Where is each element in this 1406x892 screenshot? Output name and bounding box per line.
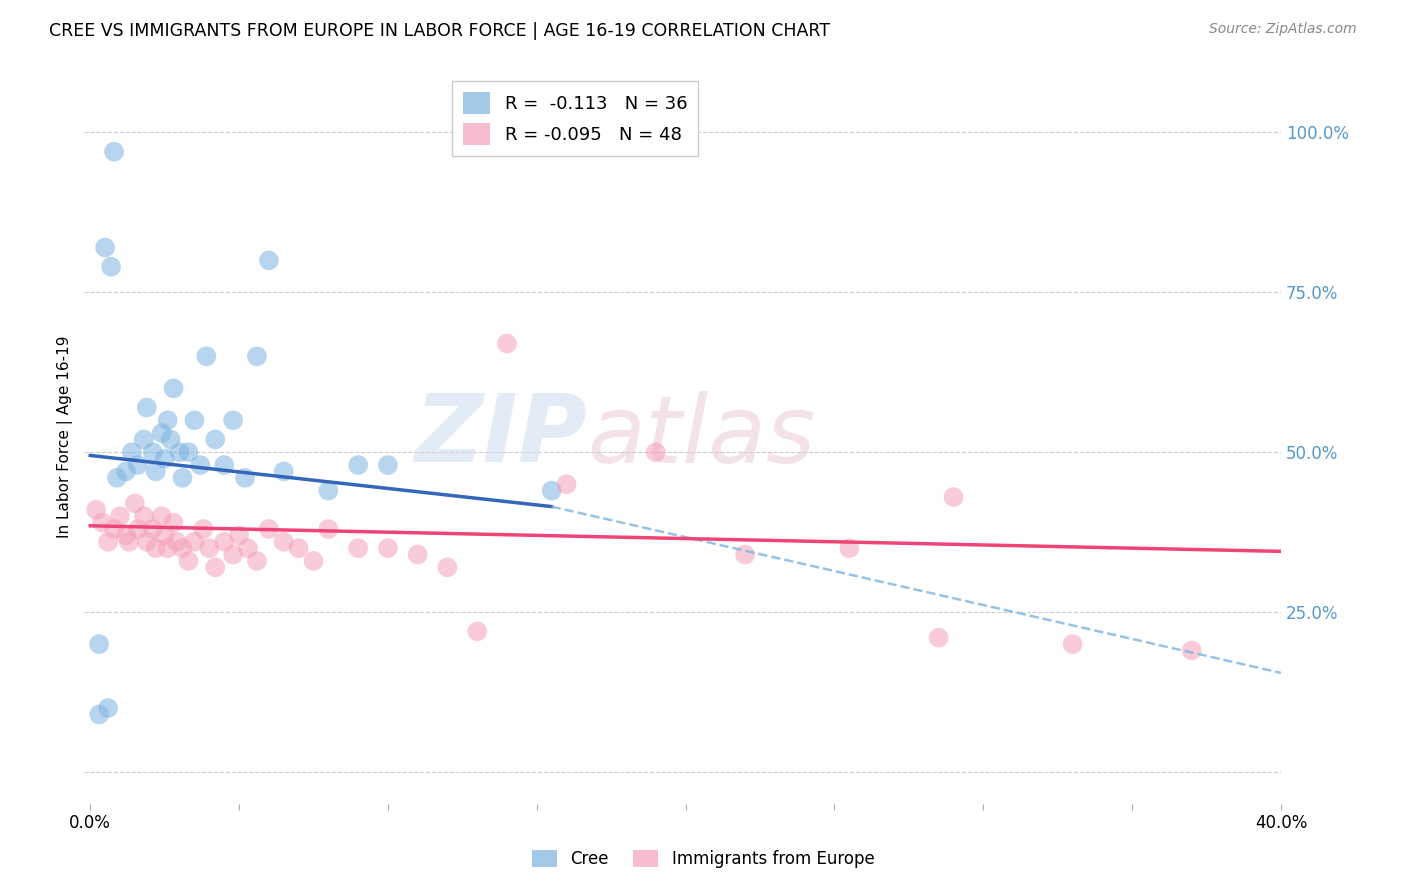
Point [198, 541, 221, 556]
Point [97, 701, 120, 715]
Point [118, 534, 141, 549]
Point [156, 413, 179, 427]
Point [135, 534, 157, 549]
Point [115, 465, 138, 479]
Point [156, 541, 179, 556]
Point [212, 458, 235, 472]
Point [142, 522, 165, 536]
Point [540, 483, 562, 498]
Point [166, 534, 188, 549]
Point [121, 445, 143, 459]
Point [644, 445, 666, 459]
Point [193, 522, 215, 536]
Y-axis label: In Labor Force | Age 16-19: In Labor Force | Age 16-19 [58, 335, 73, 538]
Point [183, 413, 205, 427]
Point [115, 528, 138, 542]
Point [150, 425, 173, 440]
Point [103, 522, 125, 536]
Point [195, 349, 218, 363]
Point [734, 548, 756, 562]
Point [838, 541, 860, 556]
Point [91, 516, 114, 530]
Point [124, 496, 146, 510]
Text: ZIP: ZIP [413, 391, 586, 483]
Point [169, 445, 191, 459]
Point [406, 548, 429, 562]
Point [142, 445, 165, 459]
Point [236, 541, 259, 556]
Point [228, 528, 250, 542]
Point [287, 541, 309, 556]
Point [127, 522, 149, 536]
Point [89, 637, 111, 651]
Point [222, 548, 245, 562]
Point [145, 465, 167, 479]
Text: CREE VS IMMIGRANTS FROM EUROPE IN LABOR FORCE | AGE 16-19 CORRELATION CHART: CREE VS IMMIGRANTS FROM EUROPE IN LABOR … [49, 22, 830, 40]
Point [942, 490, 965, 504]
Point [318, 522, 340, 536]
Point [100, 260, 122, 274]
Point [246, 349, 269, 363]
Point [97, 534, 120, 549]
Point [555, 477, 578, 491]
Point [94, 241, 117, 255]
Point [204, 560, 226, 574]
Point [212, 534, 235, 549]
Point [150, 509, 173, 524]
Text: atlas: atlas [586, 391, 815, 482]
Point [132, 509, 155, 524]
Legend: R =  -0.113   N = 36, R = -0.095   N = 48: R = -0.113 N = 36, R = -0.095 N = 48 [453, 81, 699, 156]
Point [1062, 637, 1084, 651]
Point [928, 631, 950, 645]
Point [145, 541, 167, 556]
Point [108, 509, 131, 524]
Point [465, 624, 488, 639]
Point [127, 458, 149, 472]
Point [103, 145, 125, 159]
Point [177, 445, 200, 459]
Point [183, 534, 205, 549]
Point [135, 401, 157, 415]
Point [153, 528, 176, 542]
Point [347, 541, 370, 556]
Point [159, 433, 181, 447]
Point [105, 471, 128, 485]
Point [257, 522, 280, 536]
Point [257, 253, 280, 268]
Point [273, 534, 295, 549]
Text: Source: ZipAtlas.com: Source: ZipAtlas.com [1209, 22, 1357, 37]
Point [246, 554, 269, 568]
Point [190, 458, 212, 472]
Point [162, 381, 184, 395]
Point [436, 560, 458, 574]
Point [172, 471, 194, 485]
Legend: Cree, Immigrants from Europe: Cree, Immigrants from Europe [524, 843, 882, 875]
Point [318, 483, 340, 498]
Point [84, 503, 107, 517]
Point [347, 458, 370, 472]
Point [172, 541, 194, 556]
Point [377, 458, 399, 472]
Point [162, 516, 184, 530]
Point [302, 554, 325, 568]
Point [377, 541, 399, 556]
Point [204, 433, 226, 447]
Point [132, 433, 155, 447]
Point [273, 465, 295, 479]
Point [496, 336, 519, 351]
Point [153, 451, 176, 466]
Point [177, 554, 200, 568]
Point [222, 413, 245, 427]
Point [1181, 643, 1204, 657]
Point [89, 707, 111, 722]
Point [233, 471, 256, 485]
